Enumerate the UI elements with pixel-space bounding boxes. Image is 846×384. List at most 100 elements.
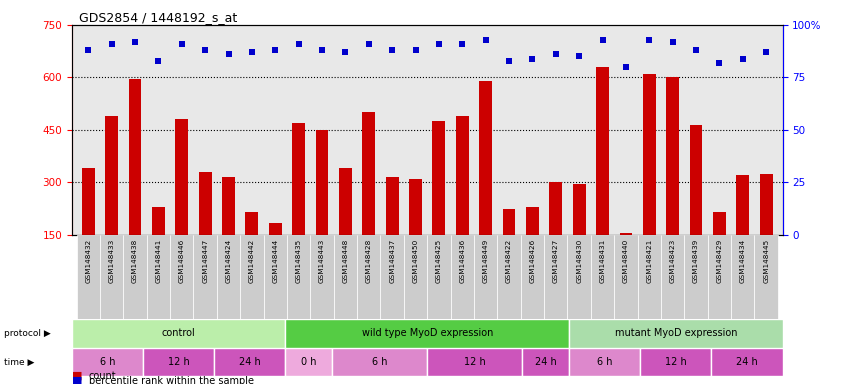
Bar	[708, 235, 731, 319]
Bar	[711, 348, 783, 376]
Point	[151, 58, 165, 64]
Text: mutant MyoD expression: mutant MyoD expression	[615, 328, 737, 338]
Bar	[526, 207, 539, 288]
Bar	[339, 169, 352, 288]
Text: GSM148437: GSM148437	[389, 239, 395, 283]
Point	[573, 53, 586, 60]
Bar	[661, 235, 684, 319]
Bar	[549, 182, 563, 288]
Text: GDS2854 / 1448192_s_at: GDS2854 / 1448192_s_at	[79, 11, 237, 24]
Bar	[638, 235, 661, 319]
Point	[712, 60, 726, 66]
Bar	[72, 319, 285, 348]
Text: GSM148425: GSM148425	[436, 239, 442, 283]
Text: GSM148426: GSM148426	[530, 239, 536, 283]
Point	[222, 51, 235, 58]
Bar	[522, 348, 569, 376]
Point	[409, 47, 422, 53]
Bar	[689, 125, 702, 288]
Bar	[427, 235, 451, 319]
Bar	[124, 235, 146, 319]
Point	[268, 47, 282, 53]
Text: ■: ■	[72, 371, 82, 381]
Point	[175, 41, 189, 47]
Bar	[105, 116, 118, 288]
Text: 6 h: 6 h	[597, 357, 613, 367]
Bar	[667, 78, 679, 288]
Bar	[362, 113, 376, 288]
Text: time ▶: time ▶	[4, 358, 35, 366]
Bar	[72, 348, 143, 376]
Bar	[568, 235, 591, 319]
Text: GSM148435: GSM148435	[295, 239, 302, 283]
Bar	[619, 233, 632, 288]
Bar	[240, 235, 264, 319]
Text: GSM148449: GSM148449	[483, 239, 489, 283]
Bar	[381, 235, 404, 319]
Text: GSM148446: GSM148446	[179, 239, 184, 283]
Text: protocol ▶: protocol ▶	[4, 329, 51, 338]
Text: GSM148442: GSM148442	[249, 239, 255, 283]
Bar	[316, 130, 328, 288]
Text: GSM148450: GSM148450	[413, 239, 419, 283]
Bar	[521, 235, 544, 319]
Text: GSM148445: GSM148445	[763, 239, 769, 283]
Bar	[755, 235, 777, 319]
Bar	[357, 235, 381, 319]
Bar	[573, 184, 585, 288]
Text: GSM148431: GSM148431	[600, 239, 606, 283]
Text: ■: ■	[72, 376, 82, 384]
Text: GSM148430: GSM148430	[576, 239, 582, 283]
Text: GSM148447: GSM148447	[202, 239, 208, 283]
Point	[736, 56, 750, 62]
Point	[525, 56, 539, 62]
Text: wild type MyoD expression: wild type MyoD expression	[361, 328, 493, 338]
Bar	[310, 235, 333, 319]
Point	[316, 47, 329, 53]
Text: GSM148424: GSM148424	[226, 239, 232, 283]
Point	[81, 47, 95, 53]
Text: GSM148433: GSM148433	[108, 239, 115, 283]
Text: GSM148436: GSM148436	[459, 239, 465, 283]
Bar	[404, 235, 427, 319]
Text: GSM148421: GSM148421	[646, 239, 652, 283]
Text: GSM148438: GSM148438	[132, 239, 138, 283]
Text: 12 h: 12 h	[665, 357, 687, 367]
Text: 24 h: 24 h	[535, 357, 557, 367]
Bar	[474, 235, 497, 319]
Bar	[731, 235, 755, 319]
Point	[338, 49, 352, 55]
Text: GSM148441: GSM148441	[156, 239, 162, 283]
Bar	[569, 348, 640, 376]
Bar	[143, 348, 214, 376]
Bar	[152, 207, 165, 288]
Point	[129, 39, 142, 45]
Bar	[713, 212, 726, 288]
Bar	[264, 235, 287, 319]
Bar	[214, 348, 285, 376]
Point	[362, 41, 376, 47]
Bar	[129, 79, 141, 288]
Bar	[544, 235, 568, 319]
Text: GSM148432: GSM148432	[85, 239, 91, 283]
Point	[105, 41, 118, 47]
Text: GSM148422: GSM148422	[506, 239, 512, 283]
Bar	[640, 348, 711, 376]
Bar	[199, 172, 212, 288]
Text: 0 h: 0 h	[301, 357, 316, 367]
Bar	[285, 319, 569, 348]
Bar	[386, 177, 398, 288]
Bar	[333, 235, 357, 319]
Bar	[456, 116, 469, 288]
Point	[503, 58, 516, 64]
Bar	[569, 319, 783, 348]
Bar	[269, 223, 282, 288]
Text: 24 h: 24 h	[736, 357, 758, 367]
Bar	[292, 123, 305, 288]
Bar	[479, 81, 492, 288]
Point	[596, 36, 609, 43]
Text: GSM148428: GSM148428	[365, 239, 371, 283]
Bar	[409, 179, 422, 288]
Bar	[100, 235, 124, 319]
Bar	[643, 74, 656, 288]
